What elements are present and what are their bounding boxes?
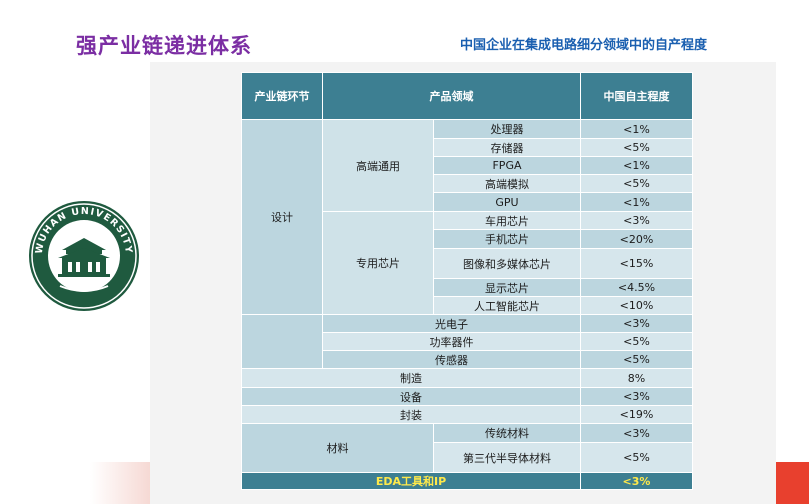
cell-eda-label: EDA工具和IP <box>241 472 581 490</box>
table-cell-product: 车用芯片 <box>433 211 581 230</box>
university-logo: WUHAN UNIVERSITY <box>29 201 139 311</box>
table-caption: 中国企业在集成电路细分领域中的自产程度 <box>460 38 708 53</box>
table-cell-value: <3% <box>580 423 693 443</box>
table-cell-value: <1% <box>580 192 693 212</box>
table-cell-value: <4.5% <box>580 278 693 297</box>
table-cell-value: <3% <box>580 211 693 230</box>
table-cell-product: 传感器 <box>322 350 581 369</box>
table-cell-value: <5% <box>580 350 693 369</box>
table-cell-value: <5% <box>580 138 693 157</box>
table-cell-product: 光电子 <box>322 314 581 333</box>
footer-fade <box>0 462 150 504</box>
table-cell-value: <10% <box>580 296 693 315</box>
table-cell-product: 第三代半导体材料 <box>433 442 581 473</box>
table-cell-product: FPGA <box>433 156 581 175</box>
header-self-sufficiency: 中国自主程度 <box>580 72 693 120</box>
table-cell-stage: 制造 <box>241 368 581 388</box>
cell-eda-value: <3% <box>580 472 693 490</box>
table-cell-product: 高端模拟 <box>433 174 581 193</box>
table-cell-value: <5% <box>580 442 693 473</box>
table-cell-product: 手机芯片 <box>433 229 581 249</box>
table-cell-value: 8% <box>580 368 693 388</box>
table-cell-product: 传统材料 <box>433 423 581 443</box>
table-cell-value: <20% <box>580 229 693 249</box>
table-cell-value: <1% <box>580 156 693 175</box>
header-product-field: 产品领域 <box>322 72 581 120</box>
slide-title: 强产业链递进体系 <box>76 34 252 58</box>
cell-group-special-chips: 专用芯片 <box>322 211 434 315</box>
table-cell-product: 功率器件 <box>322 332 581 351</box>
cell-group-high-end: 高端通用 <box>322 119 434 212</box>
table-cell-value: <3% <box>580 387 693 406</box>
table-cell-product: 处理器 <box>433 119 581 139</box>
table-cell-value: <19% <box>580 405 693 424</box>
self-sufficiency-table: 产业链环节 产品领域 中国自主程度 设计 高端通用 处理器 <1% 存储器 <5… <box>241 72 693 490</box>
table-cell-value: <15% <box>580 248 693 279</box>
cell-materials: 材料 <box>241 423 434 473</box>
table-cell-product: GPU <box>433 192 581 212</box>
table-cell-product: 图像和多媒体芯片 <box>433 248 581 279</box>
header-chain-stage: 产业链环节 <box>241 72 323 120</box>
table-cell-value: <5% <box>580 174 693 193</box>
building-icon <box>58 238 110 277</box>
table-cell-stage: 设备 <box>241 387 581 406</box>
table-cell-value: <1% <box>580 119 693 139</box>
table-cell-value: <3% <box>580 314 693 333</box>
cell-design: 设计 <box>241 119 323 315</box>
table-cell-product: 存储器 <box>433 138 581 157</box>
table-cell-stage: 封装 <box>241 405 581 424</box>
table-cell-product: 显示芯片 <box>433 278 581 297</box>
cell-design-blank <box>241 314 323 369</box>
table-cell-value: <5% <box>580 332 693 351</box>
footer-accent-bar <box>776 462 809 504</box>
table-cell-product: 人工智能芯片 <box>433 296 581 315</box>
